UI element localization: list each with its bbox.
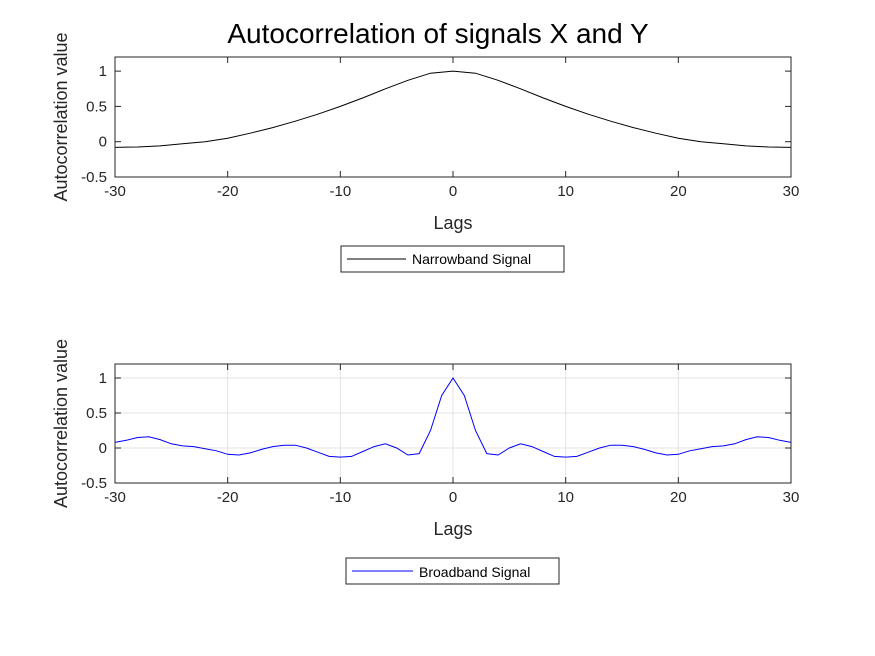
y-axis-label: Autocorrelation value (51, 32, 71, 201)
legend-broadband: Broadband Signal (345, 557, 560, 585)
x-tick-label: -20 (217, 183, 239, 200)
x-tick-label: -10 (329, 489, 351, 506)
y-tick-label: -0.5 (81, 475, 107, 492)
x-tick-label: -20 (217, 489, 239, 506)
y-axis-label: Autocorrelation value (51, 339, 71, 508)
x-tick-label: 0 (449, 489, 457, 506)
y-tick-label: 0.5 (86, 98, 107, 115)
axes-broadband: -30 -20 -10 0 10 20 30 -0.5 0 0.5 1 Lags Autocorrela… (51, 339, 799, 539)
x-tick-label: -30 (104, 489, 126, 506)
x-tick-label: 10 (557, 489, 574, 506)
y-tick-label: -0.5 (81, 169, 107, 186)
series-line-0 (114, 377, 792, 458)
y-tick-label: 1 (99, 63, 107, 80)
y-tick-label: 0 (99, 440, 107, 457)
legend-label-narrowband: Narrowband Signal (412, 251, 531, 267)
series-line-0 (114, 70, 792, 148)
x-tick-label: -30 (104, 183, 126, 200)
x-tick-label: 10 (557, 183, 574, 200)
x-axis-label: Lags (433, 519, 472, 539)
figure-title: Autocorrelation of signals X and Y (227, 18, 649, 49)
x-tick-label: 0 (449, 183, 457, 200)
axes-narrowband: -30 -20 -10 0 10 20 30 -0.5 0 0.5 1 Lags Autocorrela… (51, 32, 799, 233)
y-tick-label: 0.5 (86, 405, 107, 422)
y-tick-label: 0 (99, 134, 107, 151)
x-tick-label: 20 (670, 489, 687, 506)
legend-label-broadband: Broadband Signal (419, 564, 530, 580)
y-tick-label: 1 (99, 370, 107, 387)
x-tick-label: 20 (670, 183, 687, 200)
legend-narrowband: Narrowband Signal (340, 245, 565, 273)
x-tick-label: 30 (783, 489, 800, 506)
plot-area (115, 57, 791, 177)
x-tick-label: 30 (783, 183, 800, 200)
x-tick-label: -10 (329, 183, 351, 200)
x-axis-label: Lags (433, 213, 472, 233)
